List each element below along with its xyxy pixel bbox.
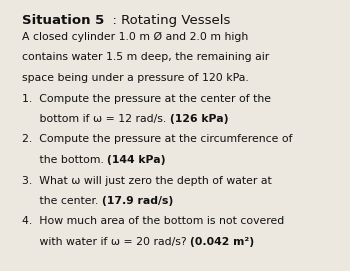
Text: bottom if ω = 12 rad/s.: bottom if ω = 12 rad/s.	[22, 114, 170, 124]
Text: the bottom.: the bottom.	[22, 155, 107, 165]
Text: : Rotating Vessels: : Rotating Vessels	[104, 14, 231, 27]
Text: Situation 5: Situation 5	[22, 14, 104, 27]
Text: 3.  What ω will just zero the depth of water at: 3. What ω will just zero the depth of wa…	[22, 176, 272, 186]
Text: with water if ω = 20 rad/s?: with water if ω = 20 rad/s?	[22, 237, 190, 247]
Text: (0.042 m²): (0.042 m²)	[190, 237, 254, 247]
Text: space being under a pressure of 120 kPa.: space being under a pressure of 120 kPa.	[22, 73, 249, 83]
Text: (144 kPa): (144 kPa)	[107, 155, 166, 165]
Text: 2.  Compute the pressure at the circumference of: 2. Compute the pressure at the circumfer…	[22, 134, 293, 144]
Text: the center.: the center.	[22, 196, 102, 206]
Text: contains water 1.5 m deep, the remaining air: contains water 1.5 m deep, the remaining…	[22, 53, 269, 63]
Text: A closed cylinder 1.0 m Ø and 2.0 m high: A closed cylinder 1.0 m Ø and 2.0 m high	[22, 32, 248, 42]
Text: 4.  How much area of the bottom is not covered: 4. How much area of the bottom is not co…	[22, 217, 284, 227]
Text: (126 kPa): (126 kPa)	[170, 114, 228, 124]
Text: (17.9 rad/s): (17.9 rad/s)	[102, 196, 173, 206]
Text: 1.  Compute the pressure at the center of the: 1. Compute the pressure at the center of…	[22, 93, 271, 104]
